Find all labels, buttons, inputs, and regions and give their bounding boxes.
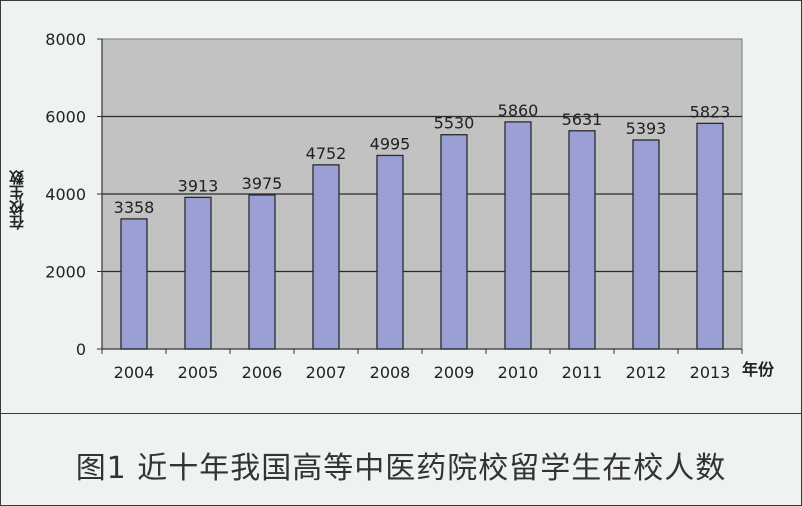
bar xyxy=(376,154,404,350)
data-label: 3358 xyxy=(114,198,155,217)
y-axis-label-wrap: 在校生数 xyxy=(6,150,34,250)
data-label: 5823 xyxy=(690,102,731,121)
x-tick-label: 2004 xyxy=(114,363,155,382)
y-axis-ticks: 0 2000 4000 6000 8000 xyxy=(45,30,742,359)
x-tick-label: 2013 xyxy=(690,363,731,382)
data-label: 5860 xyxy=(498,101,539,120)
bar xyxy=(632,139,660,350)
x-tick-label: 2007 xyxy=(306,363,347,382)
data-label: 4752 xyxy=(306,144,347,163)
y-tick-label: 6000 xyxy=(45,108,86,127)
y-tick-label: 8000 xyxy=(45,30,86,49)
data-label: 4995 xyxy=(370,134,411,153)
bar xyxy=(696,122,724,350)
data-label: 5393 xyxy=(626,119,667,138)
bar-chart: 3358 3913 3975 4752 4995 5530 5860 5631 5393 5823… xyxy=(45,30,743,382)
x-tick-label: 2012 xyxy=(626,363,667,382)
bar xyxy=(504,121,532,350)
bar xyxy=(312,164,340,350)
bar xyxy=(120,218,148,350)
x-tick-label: 2011 xyxy=(562,363,603,382)
x-tick-label: 2009 xyxy=(434,363,475,382)
y-axis-label: 在校生数 xyxy=(8,170,26,230)
x-axis-label: 年份 xyxy=(742,360,775,379)
x-tick-label: 2006 xyxy=(242,363,283,382)
bars xyxy=(120,121,724,350)
bar xyxy=(184,196,212,350)
y-tick-label: 2000 xyxy=(45,263,86,282)
x-tick-label: 2008 xyxy=(370,363,411,382)
y-tick-label: 0 xyxy=(76,340,86,359)
y-tick-label: 4000 xyxy=(45,185,86,204)
x-tick-label: 2010 xyxy=(498,363,539,382)
data-label: 3975 xyxy=(242,174,283,193)
caption-divider xyxy=(0,413,802,414)
bar xyxy=(440,134,468,350)
bar xyxy=(248,194,276,350)
x-axis-ticks: 2004 2005 2006 2007 2008 2009 2010 2011 2012 2013 xyxy=(101,349,743,382)
data-labels: 3358 3913 3975 4752 4995 5530 5860 5631 5393 5823 xyxy=(114,101,731,217)
data-label: 5631 xyxy=(562,110,603,129)
bar xyxy=(568,130,596,350)
data-label: 3913 xyxy=(178,176,219,195)
x-tick-label: 2005 xyxy=(178,363,219,382)
data-label: 5530 xyxy=(434,114,475,133)
figure-caption: 图1 近十年我国高等中医药院校留学生在校人数 xyxy=(75,451,727,486)
